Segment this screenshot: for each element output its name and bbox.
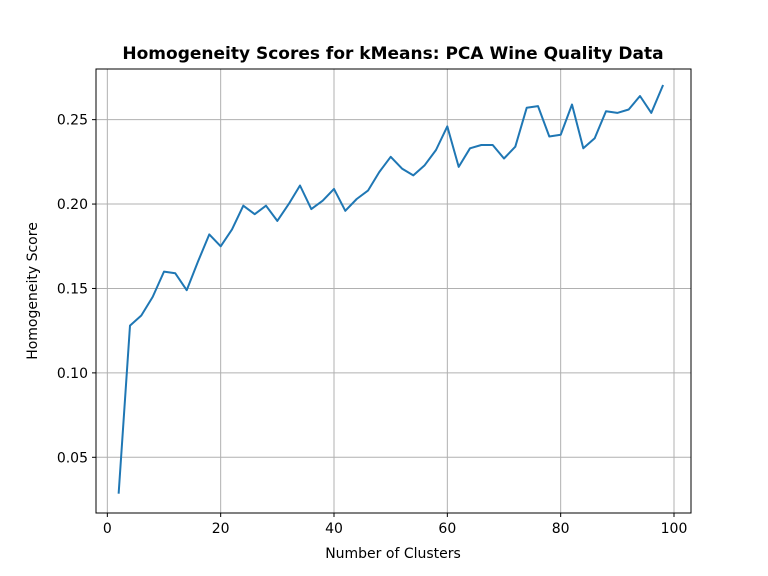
- grid-lines: [96, 69, 691, 513]
- plot-frame: [95, 68, 692, 514]
- y-tick-label: 0.25: [57, 113, 88, 129]
- series-line: [117, 84, 665, 494]
- y-tick-label: 0.15: [57, 281, 88, 297]
- series-layer: [117, 84, 665, 494]
- chart-title: Homogeneity Scores for kMeans: PCA Wine …: [122, 44, 663, 64]
- y-axis-label: Homogeneity Score: [25, 222, 41, 360]
- x-tick-label: 20: [212, 521, 230, 537]
- x-tick-label: 80: [552, 521, 570, 537]
- x-tick-label: 0: [103, 521, 112, 537]
- x-tick-label: 60: [438, 521, 456, 537]
- y-tick-label: 0.20: [57, 197, 88, 213]
- y-tick-label: 0.05: [57, 450, 88, 466]
- y-tick-label: 0.10: [57, 366, 88, 382]
- x-tick-label: 40: [325, 521, 343, 537]
- x-tick-label: 100: [661, 521, 688, 537]
- x-axis-label: Number of Clusters: [325, 546, 461, 562]
- axis-ticks: 0 20 40 60 80 100 0.05 0.10 0.15 0.20 0.25: [57, 113, 688, 537]
